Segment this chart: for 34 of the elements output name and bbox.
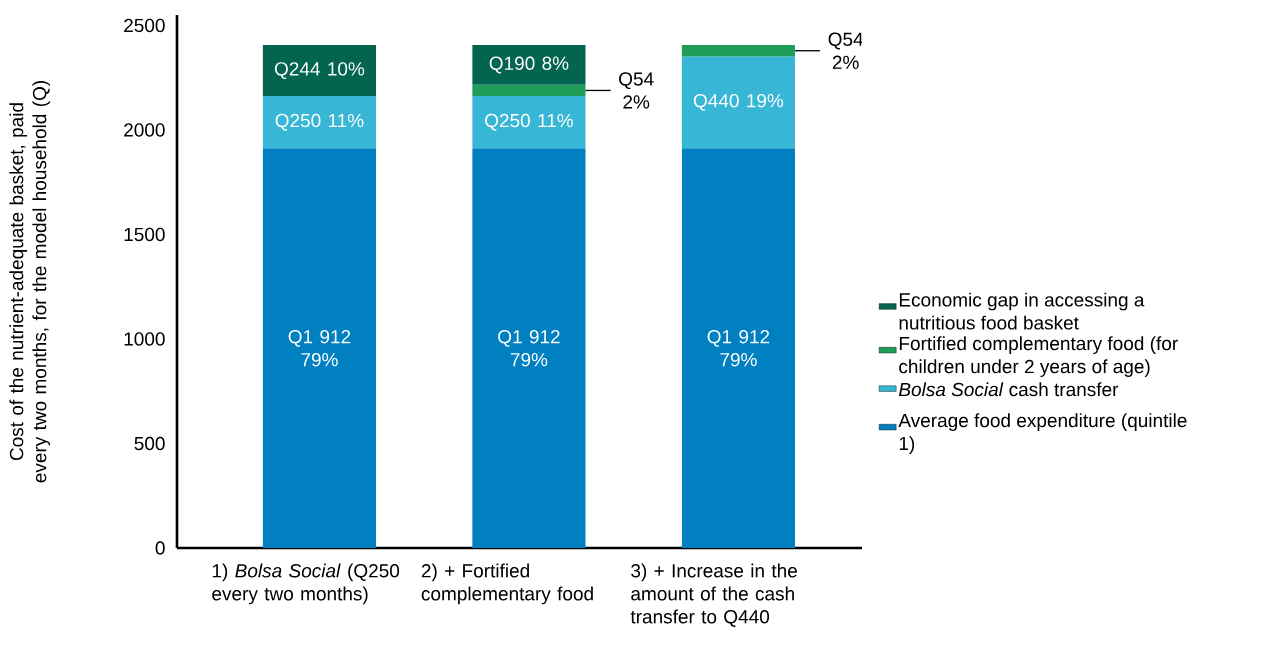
y-tick-label: 1500 — [124, 227, 165, 242]
bar — [472, 45, 586, 85]
data-label: Q54 2% — [619, 72, 654, 109]
data-label: Q250 11% — [275, 113, 364, 131]
x-tick-label: 2) + Fortified complementary food — [421, 563, 593, 605]
data-label: Q54 2% — [828, 32, 864, 69]
y-tick-label: 2500 — [124, 18, 165, 33]
bar — [262, 96, 377, 149]
bar — [681, 148, 795, 548]
bar — [681, 56, 795, 149]
bar — [472, 148, 586, 548]
bar — [262, 45, 377, 97]
data-label: Q244 10% — [274, 62, 365, 80]
x-tick-label: 1) Bolsa Social (Q250 every two months) — [212, 563, 400, 605]
legend-label: Bolsa Social cash transfer — [898, 382, 1119, 397]
y-tick-label: 1000 — [124, 332, 165, 346]
y-axis-title: Cost of the nutrient-adequate basket, paid every two months, for the model household (Q) — [9, 81, 51, 483]
data-label: Q1 912 79% — [707, 329, 770, 367]
y-tick-label: 2000 — [124, 123, 165, 137]
data-label: Q250 11% — [485, 113, 573, 131]
bar — [472, 84, 586, 97]
legend-label: Economic gap in accessing a nutritious food basket — [899, 292, 1145, 330]
data-label: Q1 912 79% — [288, 329, 351, 367]
data-label: Q1 912 79% — [498, 329, 560, 367]
bar — [262, 148, 377, 548]
data-label: Q440 19% — [693, 93, 784, 111]
bar — [681, 45, 795, 57]
y-tick-label: 500 — [134, 436, 165, 451]
y-tick-label: 0 — [155, 541, 165, 555]
legend-label: Average food expenditure (quintile 1) — [898, 413, 1187, 454]
x-tick-label: 3) + Increase in the amount of the cash transfer to Q440 — [630, 563, 797, 627]
data-label: Q190 8% — [489, 56, 569, 74]
bar — [472, 96, 586, 149]
legend-label: Fortified complementary food (for children under 2 years of age) — [899, 336, 1178, 377]
